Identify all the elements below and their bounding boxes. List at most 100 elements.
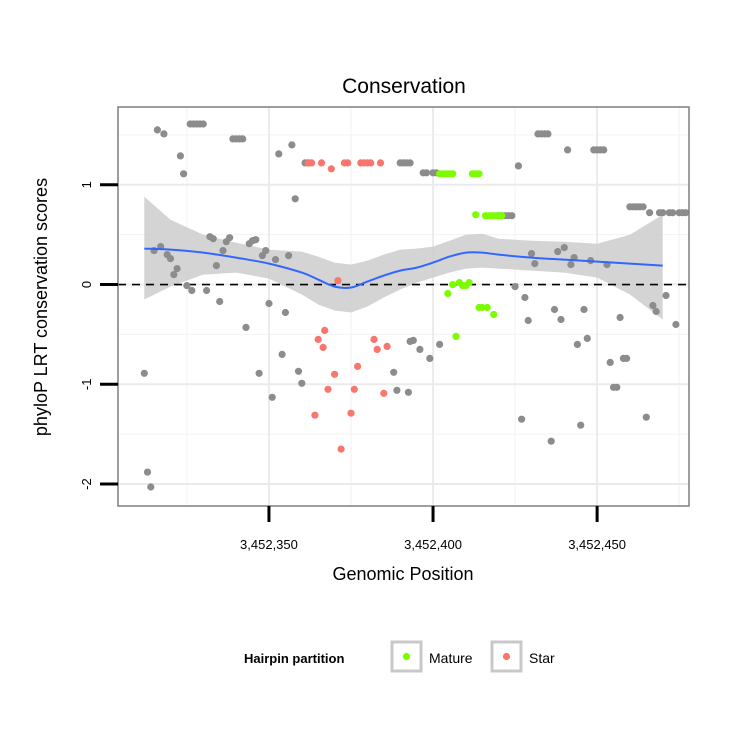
point-other xyxy=(203,286,211,295)
point-star xyxy=(334,277,342,285)
point-star xyxy=(311,411,319,419)
point-other xyxy=(219,247,227,255)
point-other xyxy=(153,126,161,134)
point-other xyxy=(527,250,536,258)
point-other xyxy=(288,141,296,149)
y-tick-label: -1 xyxy=(79,379,94,391)
x-tick-label: 3,452,400 xyxy=(404,537,462,552)
point-other xyxy=(262,247,270,255)
point-other xyxy=(554,248,562,256)
point-other xyxy=(616,313,624,322)
legend-title: Hairpin partition xyxy=(244,651,344,666)
point-mature xyxy=(444,289,452,298)
point-mature xyxy=(449,170,457,178)
point-star xyxy=(331,370,339,378)
legend-label-star: Star xyxy=(529,650,555,666)
point-other xyxy=(514,162,523,170)
point-other xyxy=(613,383,621,391)
point-other xyxy=(166,255,175,263)
point-other xyxy=(682,209,690,217)
point-other xyxy=(659,209,667,217)
point-other xyxy=(294,367,303,375)
legend-key-star xyxy=(490,640,523,673)
data-points xyxy=(140,120,690,491)
point-other xyxy=(199,120,207,128)
y-axis-title: phyloP LRT conservation scores xyxy=(31,178,51,436)
panel-border xyxy=(117,106,690,507)
x-axis: 3,452,350 3,452,400 3,452,450 xyxy=(240,506,626,552)
point-mature xyxy=(490,310,498,319)
point-star xyxy=(354,362,362,370)
point-star xyxy=(347,409,355,417)
point-star xyxy=(308,159,316,167)
smooth-trend-line xyxy=(144,247,663,289)
point-other xyxy=(255,369,263,377)
point-star xyxy=(376,159,385,167)
y-axis: -2 -1 0 1 xyxy=(79,181,118,490)
point-star xyxy=(324,385,332,393)
point-other xyxy=(393,386,401,394)
point-mature xyxy=(449,281,457,289)
point-other xyxy=(669,209,677,217)
point-other xyxy=(623,354,631,362)
point-other xyxy=(508,212,516,220)
point-star xyxy=(383,342,391,350)
point-other xyxy=(212,262,220,270)
x-tick-label: 3,452,350 xyxy=(240,537,298,552)
point-other xyxy=(511,283,519,291)
point-mature xyxy=(498,212,506,220)
point-other xyxy=(583,334,591,342)
point-other xyxy=(662,291,670,300)
point-other xyxy=(209,235,217,243)
point-other xyxy=(436,340,444,348)
point-other xyxy=(180,170,188,178)
point-other xyxy=(183,282,191,290)
point-other xyxy=(275,150,283,158)
legend-dot-mature xyxy=(402,652,411,661)
point-other xyxy=(239,135,247,143)
point-other xyxy=(252,236,260,244)
point-other xyxy=(521,293,529,302)
legend-dot-star xyxy=(502,652,511,661)
point-other xyxy=(557,315,565,324)
point-other xyxy=(390,368,398,376)
confidence-band xyxy=(144,196,663,320)
point-other xyxy=(143,468,152,476)
point-star xyxy=(344,159,352,167)
point-other xyxy=(406,159,414,167)
point-other xyxy=(547,437,555,445)
point-other xyxy=(544,130,552,138)
y-tick-label: -2 xyxy=(79,478,94,490)
point-other xyxy=(524,316,532,325)
point-other xyxy=(600,146,608,154)
point-star xyxy=(327,165,335,173)
point-other xyxy=(188,286,196,295)
point-other xyxy=(216,297,224,306)
point-mature xyxy=(465,279,473,287)
point-other xyxy=(518,415,526,423)
plot-panel xyxy=(117,106,690,507)
point-other xyxy=(577,421,585,429)
point-other xyxy=(173,265,181,273)
point-other xyxy=(639,203,647,211)
point-other xyxy=(226,234,234,242)
point-mature xyxy=(452,332,460,340)
point-other xyxy=(564,146,572,154)
x-tick-label: 3,452,450 xyxy=(568,537,626,552)
point-other xyxy=(291,195,299,203)
point-other xyxy=(642,413,650,421)
point-star xyxy=(321,326,329,334)
point-other xyxy=(160,130,168,138)
y-tick-label: 1 xyxy=(79,181,94,188)
point-other xyxy=(265,299,273,308)
point-other xyxy=(242,323,250,331)
point-other xyxy=(426,354,434,362)
point-mature xyxy=(483,303,491,312)
point-mature xyxy=(472,211,480,219)
point-other xyxy=(409,336,417,344)
point-other xyxy=(271,256,280,264)
point-other xyxy=(278,350,286,358)
point-other xyxy=(140,369,148,377)
legend-key-mature xyxy=(390,640,423,673)
